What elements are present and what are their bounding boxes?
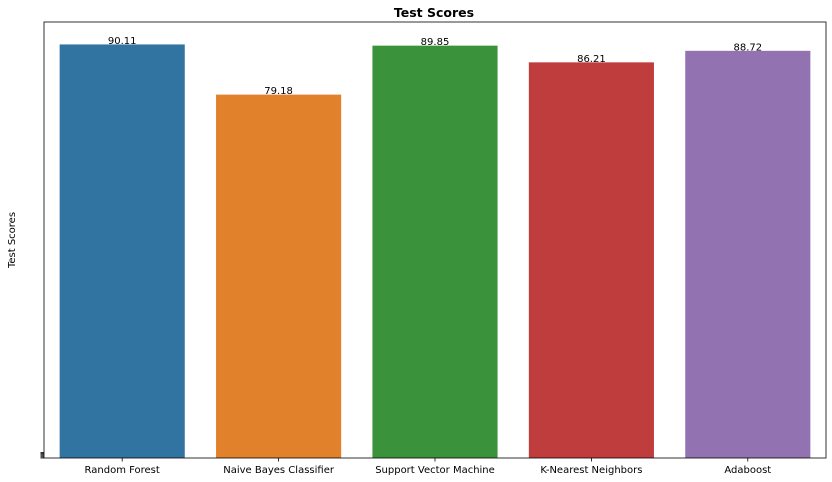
bar-random-forest xyxy=(59,44,185,458)
x-tick-label: K-Nearest Neighbors xyxy=(540,465,642,476)
data-label: 90.11 xyxy=(108,36,137,47)
x-tick-label: Support Vector Machine xyxy=(375,465,495,476)
data-label: 89.85 xyxy=(421,37,450,48)
bar-adaboost xyxy=(685,50,811,458)
x-tick-label: Adaboost xyxy=(724,465,771,476)
y-axis-label: Test Scores xyxy=(7,212,18,269)
chart-title: Test Scores xyxy=(394,5,474,20)
data-label: 79.18 xyxy=(264,86,293,97)
data-labels-group: 90.11 79.18 89.85 86.21 88.72 xyxy=(108,36,762,97)
bar-naive-bayes-classifier xyxy=(216,94,342,459)
y-ticks-group xyxy=(40,452,44,459)
data-label: 88.72 xyxy=(733,42,762,53)
x-tick-label: Naive Bayes Classifier xyxy=(223,465,335,476)
x-tick-label: Random Forest xyxy=(85,465,160,476)
bars-group xyxy=(59,44,811,459)
x-tick-labels-group: Random Forest Naive Bayes Classifier Suppo… xyxy=(85,458,771,476)
bar-support-vector-machine xyxy=(372,45,498,458)
data-label: 86.21 xyxy=(577,54,606,65)
bar-k-nearest-neighbors xyxy=(528,62,654,459)
plot-frame xyxy=(43,21,827,459)
